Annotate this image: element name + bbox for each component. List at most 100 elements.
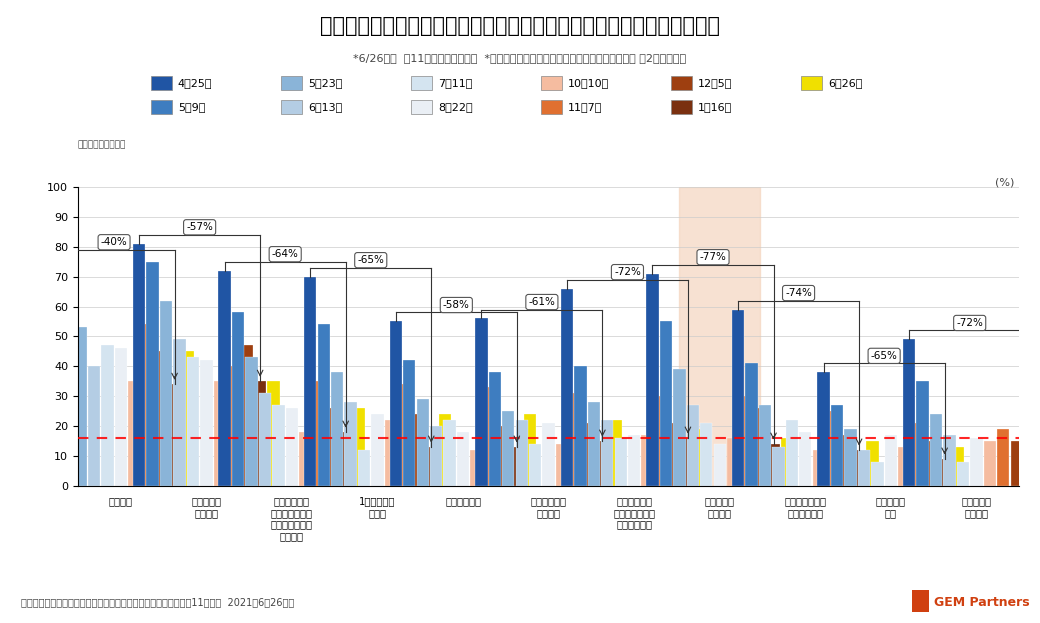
Bar (187, 358, 199, 486)
Bar (412, 414, 424, 486)
Bar (984, 441, 996, 486)
Bar (732, 310, 745, 486)
Bar (128, 381, 140, 486)
Text: 8月22日: 8月22日 (438, 102, 472, 112)
Bar (475, 318, 488, 486)
Bar (826, 411, 838, 486)
Bar (555, 444, 568, 486)
Bar (439, 414, 451, 486)
Bar (799, 432, 811, 486)
Bar (569, 393, 581, 486)
Text: -61%: -61% (528, 297, 555, 307)
Bar (339, 432, 352, 486)
Text: 6月26日: 6月26日 (828, 78, 862, 88)
Bar (746, 363, 758, 486)
Bar (817, 373, 830, 486)
Bar (200, 360, 212, 486)
Bar (240, 345, 253, 486)
Bar (646, 273, 658, 486)
Bar (443, 420, 456, 486)
Text: -72%: -72% (614, 267, 641, 277)
Bar (785, 420, 798, 486)
Text: 5月23日: 5月23日 (308, 78, 342, 88)
Bar (615, 438, 627, 486)
Text: 6月13日: 6月13日 (308, 102, 342, 112)
Bar (511, 447, 523, 486)
Bar (853, 450, 865, 486)
Text: -77%: -77% (700, 252, 727, 262)
Bar (385, 420, 397, 486)
Bar (561, 288, 573, 486)
Bar (398, 384, 411, 486)
Bar (1024, 462, 1037, 486)
Bar (844, 429, 857, 486)
Bar (952, 447, 964, 486)
Bar (938, 459, 951, 486)
Bar (839, 435, 852, 486)
Bar (304, 277, 316, 486)
Bar (596, 441, 608, 486)
Bar (754, 408, 766, 486)
Bar (425, 447, 438, 486)
Text: （各回全体ベース）: （各回全体ベース） (78, 140, 127, 149)
Bar (470, 450, 483, 486)
Text: 11月7日: 11月7日 (568, 102, 602, 112)
Bar (259, 393, 271, 486)
Text: 出典：新型コロナウイルスの影響トラッキング調査レポート（第11回調査  2021年6月26日）: 出典：新型コロナウイルスの影響トラッキング調査レポート（第11回調査 2021年… (21, 597, 294, 607)
Bar (916, 381, 929, 486)
Bar (516, 420, 528, 486)
Text: -57%: -57% (186, 222, 213, 232)
Bar (286, 408, 298, 486)
Bar (218, 270, 231, 486)
Text: -65%: -65% (358, 255, 384, 265)
Bar (114, 348, 127, 486)
Bar (497, 426, 510, 486)
Text: -72%: -72% (956, 318, 983, 328)
Bar (371, 414, 384, 486)
Bar (858, 450, 870, 486)
Text: -64%: -64% (271, 249, 298, 259)
Bar (759, 405, 771, 486)
Bar (659, 321, 672, 486)
Bar (174, 340, 185, 486)
Bar (529, 444, 542, 486)
Bar (133, 244, 146, 486)
Bar (997, 429, 1010, 486)
Bar (903, 340, 915, 486)
Bar (245, 358, 258, 486)
Bar (866, 441, 879, 486)
Text: 1月16日: 1月16日 (698, 102, 732, 112)
Bar (781, 438, 794, 486)
Bar (543, 423, 554, 486)
Bar (713, 444, 726, 486)
Bar (686, 405, 699, 486)
Bar (700, 423, 712, 486)
Text: (%): (%) (994, 178, 1014, 188)
Bar (609, 420, 622, 486)
Text: -65%: -65% (870, 351, 898, 361)
Text: 4月25日: 4月25日 (178, 78, 212, 88)
Bar (160, 300, 173, 486)
Bar (682, 438, 694, 486)
Bar (642, 435, 654, 486)
Bar (930, 414, 942, 486)
Bar (669, 423, 681, 486)
Bar (831, 405, 843, 486)
Bar (327, 408, 338, 486)
Text: 7月11日: 7月11日 (438, 78, 472, 88)
Bar (168, 384, 181, 486)
Bar (87, 366, 100, 486)
Bar (695, 429, 707, 486)
Bar (48, 259, 59, 486)
Text: -40%: -40% (101, 237, 128, 247)
Bar (155, 351, 167, 486)
Bar (344, 402, 357, 486)
Bar (673, 369, 685, 486)
Bar (101, 345, 113, 486)
Text: 10月10日: 10月10日 (568, 78, 609, 88)
Bar (1011, 441, 1023, 486)
Bar (430, 426, 442, 486)
Bar (213, 381, 226, 486)
Bar (588, 402, 600, 486)
Bar (457, 432, 469, 486)
